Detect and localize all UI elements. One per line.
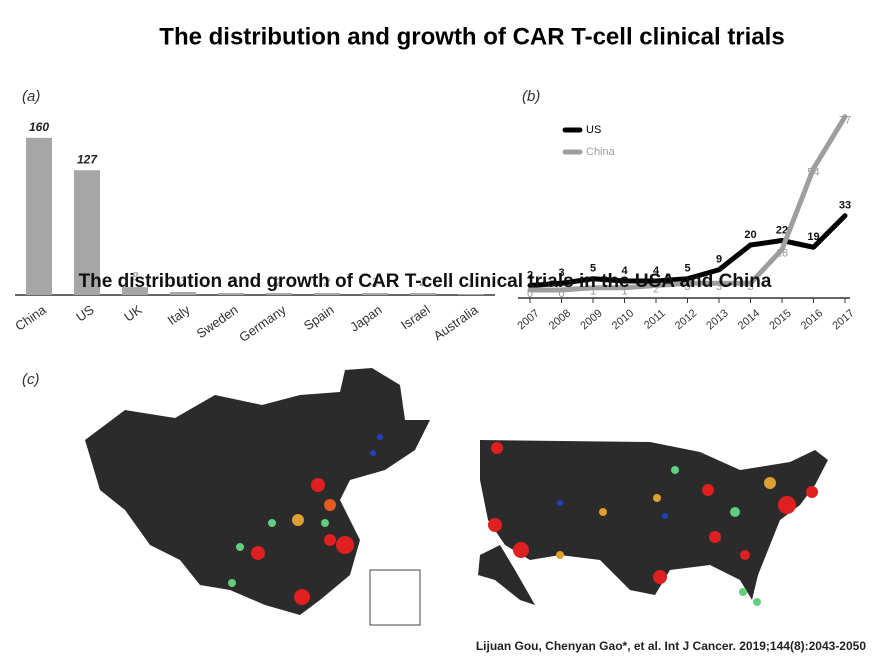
bar [410,293,436,295]
data-label: 1 [621,286,627,298]
x-tick-label: Australia [431,302,482,344]
panel-label: (a) [22,88,40,105]
x-tick-label: Japan [347,302,385,335]
overlay-title: The distribution and growth of CAR T-cel… [79,271,772,292]
bar [122,287,148,295]
x-tick-label: Spain [301,302,337,333]
series-line [527,114,848,293]
x-tick-label: Sweden [194,302,241,341]
figure-title: The distribution and growth of CAR T-cel… [159,23,784,50]
data-label: 0 [558,288,564,300]
data-label: 22 [776,224,788,236]
data-label: 9 [716,254,722,266]
x-tick-label: Israel [398,302,433,333]
data-label: 127 [77,152,98,166]
bar [314,293,340,295]
data-label: 1 [468,276,475,290]
x-tick-label: 2014 [736,307,762,332]
bar [170,292,196,295]
bar [362,293,388,295]
data-label: 2 [275,275,283,289]
data-label: 8 [132,269,139,283]
data-label: 3 [180,274,187,288]
x-tick-label: 2015 [767,307,793,332]
data-label: 77 [839,115,851,127]
x-tick-label: China [12,302,49,334]
data-label: 2 [527,269,533,281]
data-label: 2 [653,283,659,295]
data-label: 3 [747,281,753,293]
x-tick-label: 2007 [515,307,541,332]
x-tick-label: UK [121,302,145,325]
data-label: 33 [839,200,851,212]
data-label: 4 [621,265,628,277]
usa-map [478,440,828,605]
data-label: 0 [527,288,533,300]
legend-label: China [586,146,616,158]
data-label: 4 [653,265,660,277]
data-label: 19 [807,231,819,243]
data-label: 18 [776,247,788,259]
data-label: 2 [323,275,331,289]
data-label: 3 [558,267,564,279]
data-label: 160 [29,120,49,134]
data-label: 2 [371,275,379,289]
bar [26,137,52,295]
x-tick-label: US [73,302,97,325]
x-tick-label: 2008 [547,307,573,332]
bar [458,294,484,295]
x-tick-label: 2010 [610,307,636,332]
bar [74,170,100,295]
panel-label: (c) [22,371,40,388]
data-label: 3 [716,281,722,293]
bar [266,293,292,295]
x-tick-label: 2016 [799,307,825,332]
x-tick-label: Italy [165,302,194,328]
data-label: 54 [807,166,819,178]
panel-label: (b) [522,88,540,105]
data-label: 2 [419,275,427,289]
x-tick-label: 2017 [830,307,856,332]
data-label: 2 [227,275,235,289]
data-label: 1 [590,286,596,298]
citation: Lijuan Gou, Chenyan Gao*, et al. Int J C… [476,639,866,653]
x-tick-label: 2009 [578,307,604,332]
data-label: 20 [744,229,756,241]
china-map [85,368,430,626]
x-tick-label: 2012 [673,307,699,332]
data-label: 5 [590,263,596,275]
map-dots [228,434,818,606]
x-tick-label: Germany [236,302,289,345]
x-tick-label: 2011 [642,307,668,331]
data-label: 5 [684,263,690,275]
x-tick-label: 2013 [704,307,730,332]
data-label: 3 [684,281,690,293]
bar [218,293,244,295]
legend-label: US [586,124,601,136]
series-line [527,213,848,288]
